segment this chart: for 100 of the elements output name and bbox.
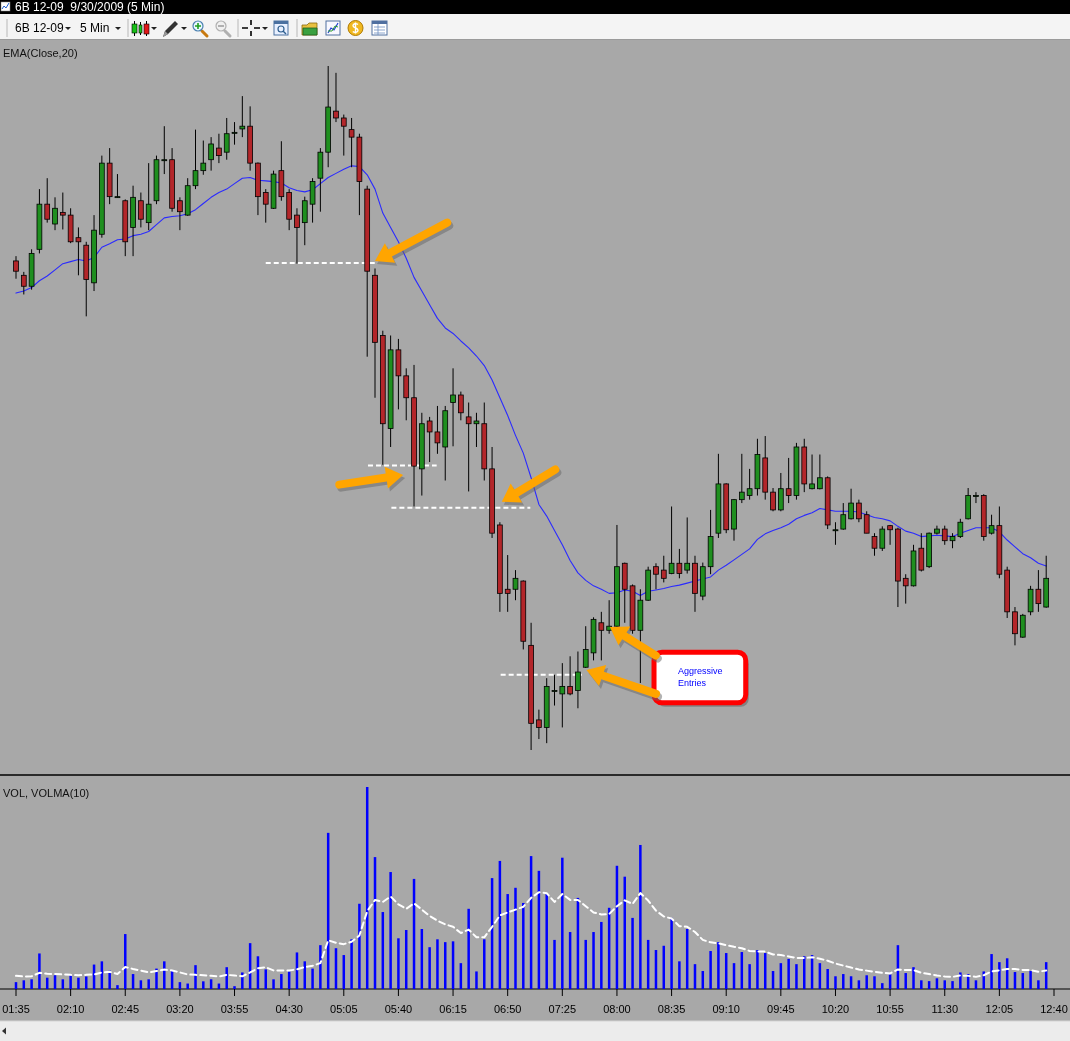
candlestick bbox=[660, 555, 667, 583]
bar bbox=[264, 969, 267, 989]
bar bbox=[795, 964, 798, 989]
bar bbox=[350, 939, 353, 989]
bar bbox=[522, 902, 525, 989]
candlestick bbox=[138, 192, 144, 228]
bar bbox=[1037, 980, 1040, 989]
candlestick bbox=[458, 391, 464, 421]
bar bbox=[506, 894, 509, 989]
bar bbox=[272, 979, 275, 989]
x-tick-label: 12:40 bbox=[1040, 1003, 1068, 1015]
bar bbox=[717, 942, 720, 989]
text: 6B 12-09 bbox=[15, 21, 65, 35]
candlestick bbox=[60, 192, 66, 230]
bar bbox=[584, 939, 587, 989]
x-tick-label: 04:30 bbox=[275, 1003, 303, 1015]
x-tick-label: 09:10 bbox=[712, 1003, 740, 1015]
bar bbox=[920, 980, 923, 989]
candlestick bbox=[340, 114, 347, 157]
x-tick-label: 03:55 bbox=[220, 1003, 249, 1015]
bar bbox=[709, 951, 712, 989]
bar bbox=[951, 981, 954, 989]
x-tick-label: 01:35 bbox=[2, 1003, 30, 1015]
candlestick bbox=[1012, 606, 1018, 646]
candlestick bbox=[208, 136, 214, 172]
candlestick bbox=[575, 651, 581, 709]
candlestick bbox=[145, 162, 152, 231]
x-tick-label: 05:40 bbox=[384, 1003, 413, 1015]
bar bbox=[38, 953, 41, 989]
bar bbox=[990, 954, 993, 989]
bar bbox=[77, 977, 80, 989]
bar bbox=[1029, 971, 1032, 989]
bar bbox=[389, 872, 392, 989]
candlestick bbox=[739, 453, 745, 504]
candlestick bbox=[848, 488, 854, 520]
x-tick-label: 06:50 bbox=[493, 1003, 522, 1015]
candlestick bbox=[301, 196, 308, 246]
candlestick bbox=[856, 499, 862, 523]
bar bbox=[467, 908, 470, 989]
x-tick-label: 12:05 bbox=[985, 1003, 1014, 1015]
x-tick-label: 08:35 bbox=[657, 1003, 686, 1015]
candlestick bbox=[309, 177, 316, 224]
candlestick bbox=[606, 599, 612, 635]
candlestick bbox=[973, 491, 979, 504]
x-tick-label: 10:20 bbox=[821, 1003, 850, 1015]
bar bbox=[756, 950, 759, 989]
bar bbox=[561, 857, 564, 989]
bar bbox=[842, 974, 845, 989]
bar bbox=[225, 967, 228, 989]
candlestick bbox=[684, 516, 691, 575]
bar bbox=[865, 975, 868, 989]
candlestick bbox=[567, 655, 573, 696]
bar bbox=[514, 887, 517, 989]
x-tick-label: 03:20 bbox=[166, 1003, 194, 1015]
bar bbox=[873, 976, 876, 989]
annotation: Aggressive Entries bbox=[678, 666, 723, 689]
bar bbox=[998, 962, 1001, 989]
bar bbox=[280, 974, 283, 989]
bar bbox=[592, 932, 595, 989]
candlestick bbox=[653, 562, 659, 590]
bar bbox=[670, 917, 673, 989]
bar bbox=[69, 975, 72, 989]
bar bbox=[436, 939, 439, 989]
bar bbox=[545, 894, 548, 989]
bar bbox=[147, 979, 150, 989]
x-tick-label: 05:05 bbox=[330, 1003, 358, 1015]
bar bbox=[943, 980, 946, 989]
x-tick-label: 06:15 bbox=[439, 1003, 467, 1015]
candlestick bbox=[239, 95, 246, 138]
x-tick-label: 08:00 bbox=[603, 1003, 631, 1015]
candlestick bbox=[403, 367, 410, 421]
text: 5 Min bbox=[80, 21, 110, 35]
bar bbox=[194, 965, 197, 989]
bar bbox=[904, 973, 907, 989]
bar bbox=[881, 983, 884, 989]
bar bbox=[233, 986, 236, 989]
text: EMA(Close,20) bbox=[3, 47, 78, 59]
bar bbox=[358, 903, 361, 989]
bar bbox=[155, 968, 158, 989]
bar bbox=[163, 961, 166, 989]
x-tick-label: 11:30 bbox=[931, 1003, 959, 1015]
candlestick bbox=[44, 177, 51, 224]
candlestick bbox=[536, 709, 542, 740]
annotation: VOL, VOLMA(10) bbox=[3, 787, 90, 799]
x-tick-label: 07:25 bbox=[548, 1003, 577, 1015]
bar bbox=[553, 939, 556, 989]
candlestick bbox=[1019, 613, 1026, 639]
bar bbox=[748, 964, 751, 989]
bar bbox=[116, 985, 119, 989]
candlestick bbox=[294, 207, 300, 265]
candlestick bbox=[20, 271, 27, 295]
bar bbox=[428, 947, 431, 989]
bar bbox=[600, 921, 603, 989]
x-tick-label: 02:45 bbox=[111, 1003, 140, 1015]
bar bbox=[124, 934, 127, 989]
bar bbox=[959, 972, 962, 989]
bar bbox=[834, 976, 837, 989]
candlestick bbox=[863, 510, 870, 534]
candlestick bbox=[333, 72, 339, 123]
bar bbox=[803, 956, 806, 989]
